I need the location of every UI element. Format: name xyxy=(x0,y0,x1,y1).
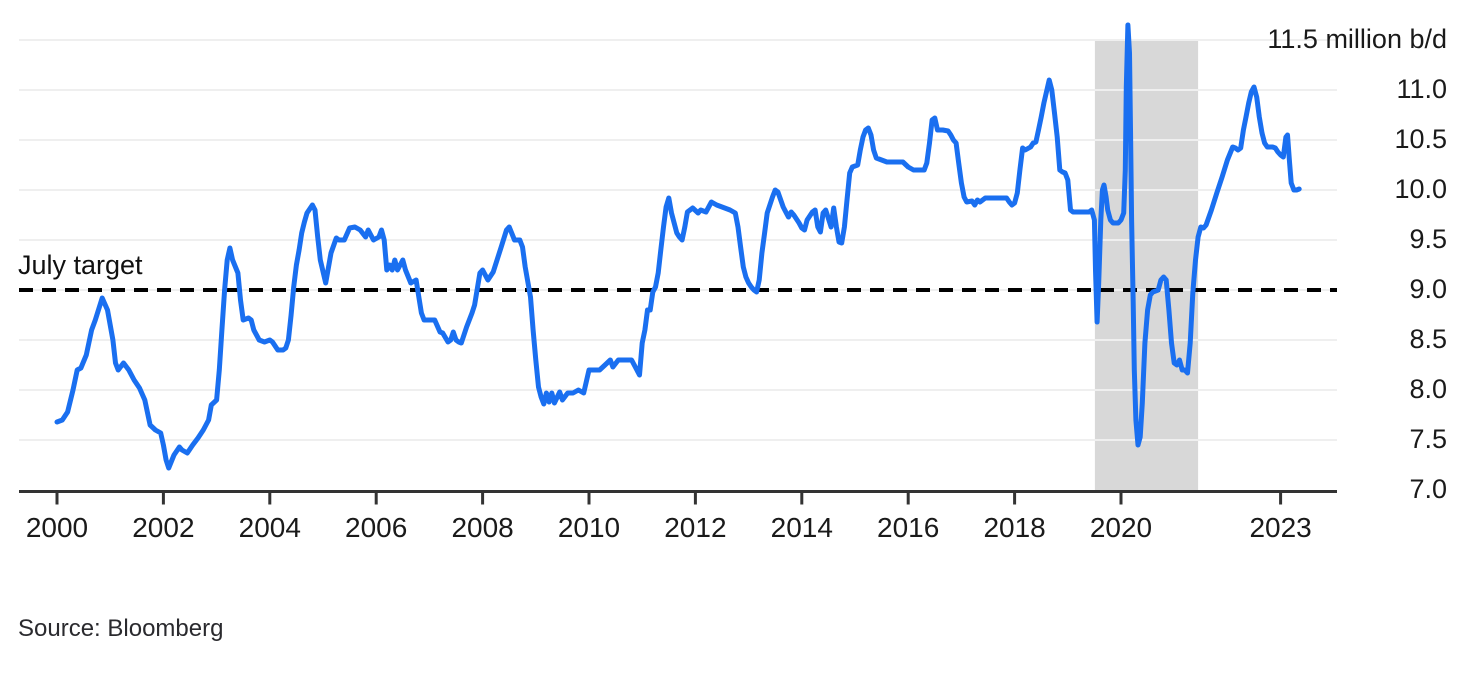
x-tick-label: 2016 xyxy=(877,512,940,543)
y-tick-label: 9.5 xyxy=(1409,223,1447,254)
x-tick-label: 2000 xyxy=(25,512,89,543)
y-tick-label: 7.0 xyxy=(1409,473,1447,504)
x-tick-label: 2002 xyxy=(132,512,195,543)
y-tick-label: 11.0 xyxy=(1396,73,1447,104)
target-line-label: July target xyxy=(18,250,143,280)
y-tick-label: 7.5 xyxy=(1409,423,1447,454)
x-tick-label: 2008 xyxy=(451,512,514,543)
chart-canvas xyxy=(19,22,1337,505)
x-tick-label: 2014 xyxy=(770,512,833,543)
source-attribution: Source: Bloomberg xyxy=(18,615,224,642)
y-tick-label: 8.5 xyxy=(1409,323,1447,354)
x-tick-label: 2020 xyxy=(1089,512,1153,543)
x-tick-label: 2012 xyxy=(664,512,727,543)
production-line xyxy=(54,22,1302,471)
y-tick-label: 8.0 xyxy=(1409,373,1447,404)
y-tick-label: 11.5 million b/d xyxy=(1267,23,1447,54)
x-tick-label: 2004 xyxy=(238,512,301,543)
x-tick-label: 2018 xyxy=(983,512,1046,543)
highlight-band xyxy=(1094,40,1199,492)
y-tick-label: 9.0 xyxy=(1409,273,1447,304)
x-tick-label: 2010 xyxy=(557,512,621,543)
x-tick-label: 2006 xyxy=(345,512,408,543)
y-tick-label: 10.5 xyxy=(1394,123,1447,154)
x-tick-label: 2023 xyxy=(1249,512,1312,543)
y-tick-label: 10.0 xyxy=(1394,173,1447,204)
